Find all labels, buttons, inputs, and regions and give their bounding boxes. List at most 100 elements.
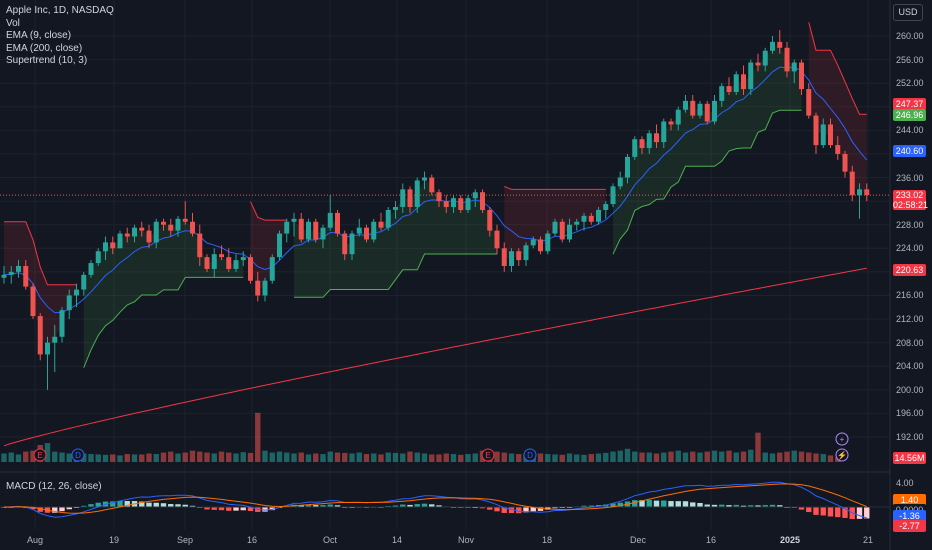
volume-bar — [52, 451, 58, 462]
candle-body — [393, 207, 398, 210]
candle-body — [501, 248, 507, 266]
candle-body — [864, 189, 870, 196]
macd-histogram-bar — [537, 507, 544, 511]
supertrend-up-fill — [613, 44, 802, 255]
macd-histogram-bar — [697, 502, 703, 507]
macd-histogram-bar — [327, 504, 333, 507]
supertrend-up-fill — [83, 220, 244, 368]
earnings-marker-icon — [481, 448, 495, 462]
macd-histogram-bar — [487, 507, 493, 510]
bar-countdown: 02:58:21 — [893, 200, 929, 210]
volume-bar — [639, 452, 645, 462]
candle-body — [240, 257, 246, 261]
macd-histogram-bar — [414, 504, 420, 507]
macd-histogram-bar — [711, 504, 718, 507]
time-tick-label: 19 — [108, 535, 120, 545]
macd-histogram-bar — [617, 502, 623, 507]
earnings-marker-icon-letter: E — [37, 451, 42, 460]
candle-body — [733, 74, 739, 93]
volume-bar — [465, 454, 471, 462]
candle-body — [269, 257, 275, 281]
dividend-marker-icon-letter: D — [75, 451, 81, 460]
macd-signal-line — [4, 483, 867, 514]
candle-body — [842, 153, 848, 172]
volume-bar — [124, 454, 130, 462]
macd-histogram-bar — [508, 507, 515, 514]
volume-bar — [537, 453, 544, 462]
supertrend-down-line — [808, 22, 867, 115]
macd-histogram-bar — [168, 504, 174, 507]
volume-bar — [23, 451, 29, 462]
legend-supertrend[interactable]: Supertrend (10, 3) — [6, 55, 88, 66]
candle-body — [791, 62, 797, 72]
legend-volume[interactable]: Vol — [6, 17, 20, 29]
candle-body — [574, 221, 580, 225]
volume-bar — [632, 451, 638, 462]
volume-bar — [59, 452, 65, 462]
volume-bar — [269, 452, 275, 462]
chart-legend: Apple Inc, 1D, NASDAQ Vol EMA (9, close)… — [6, 5, 114, 68]
volume-bar — [305, 454, 312, 462]
macd-histogram-bar — [864, 507, 870, 519]
macd-histogram-bar — [668, 501, 674, 507]
volume-bar — [262, 450, 268, 462]
volume-bar — [400, 453, 406, 462]
volume-bar — [139, 454, 145, 462]
candle-body — [219, 254, 224, 258]
candle-body — [465, 198, 471, 210]
volume-bar — [102, 454, 109, 462]
candle-body — [690, 100, 696, 116]
volume-bar — [458, 454, 464, 462]
volume-bar — [342, 452, 348, 462]
macd-histogram-bar — [52, 507, 58, 513]
volume-label: 14.56M — [893, 452, 926, 464]
lightning-icon-letter: ⚡ — [837, 450, 847, 460]
candle-body — [516, 251, 522, 261]
macd-histogram-bar — [856, 507, 863, 519]
volume-bar — [682, 452, 689, 462]
legend-symbol[interactable]: Apple Inc, 1D, NASDAQ — [6, 5, 114, 16]
macd-histogram-bar — [110, 501, 116, 507]
macd-histogram-bar — [218, 507, 225, 511]
macd-histogram-bar — [530, 507, 536, 512]
macd-histogram-bar — [733, 504, 739, 507]
candle-body — [443, 201, 449, 208]
price-tick-label: 252.00 — [896, 78, 924, 89]
legend-ema9[interactable]: EMA (9, close) — [6, 30, 72, 41]
candle-body — [364, 227, 369, 240]
candle-body — [313, 221, 319, 240]
candle-body — [175, 218, 181, 231]
candle-body — [8, 271, 14, 275]
candle-body — [849, 171, 855, 196]
price-tick-label: 196.00 — [896, 408, 924, 419]
earnings-marker-icon-letter: E — [485, 451, 490, 460]
legend-ema200[interactable]: EMA (200, close) — [6, 42, 83, 54]
candle-body — [545, 233, 551, 252]
candle-body — [414, 180, 420, 208]
macd-histogram-bar — [429, 504, 435, 507]
legend-macd[interactable]: MACD (12, 26, close) — [6, 481, 102, 492]
volume-bar — [218, 451, 225, 462]
volume-bar — [762, 452, 768, 462]
volume-bar — [110, 454, 116, 462]
dividend-marker-icon — [71, 448, 85, 462]
macd-histogram-bar — [146, 502, 152, 507]
macd-histogram-bar — [726, 505, 732, 507]
volume-bar — [581, 454, 587, 462]
price-tick-label: 200.00 — [896, 384, 924, 395]
supertrend-price-label: 247.37 — [893, 98, 926, 110]
time-tick-label: 21 — [862, 535, 874, 545]
volume-bar — [719, 451, 725, 462]
price-tick-label: 236.00 — [896, 172, 924, 183]
candle-body — [625, 156, 630, 178]
supertrend-up-line — [612, 109, 802, 255]
macd-histogram-bar — [153, 502, 159, 507]
time-tick-label: 14 — [391, 535, 403, 545]
macd-histogram-bar — [494, 507, 500, 512]
macd-histogram-bar — [320, 505, 326, 507]
currency-button[interactable]: USD — [893, 4, 923, 21]
volume-bar — [791, 450, 797, 462]
candle-body — [429, 177, 435, 193]
volume-bar — [298, 452, 304, 462]
